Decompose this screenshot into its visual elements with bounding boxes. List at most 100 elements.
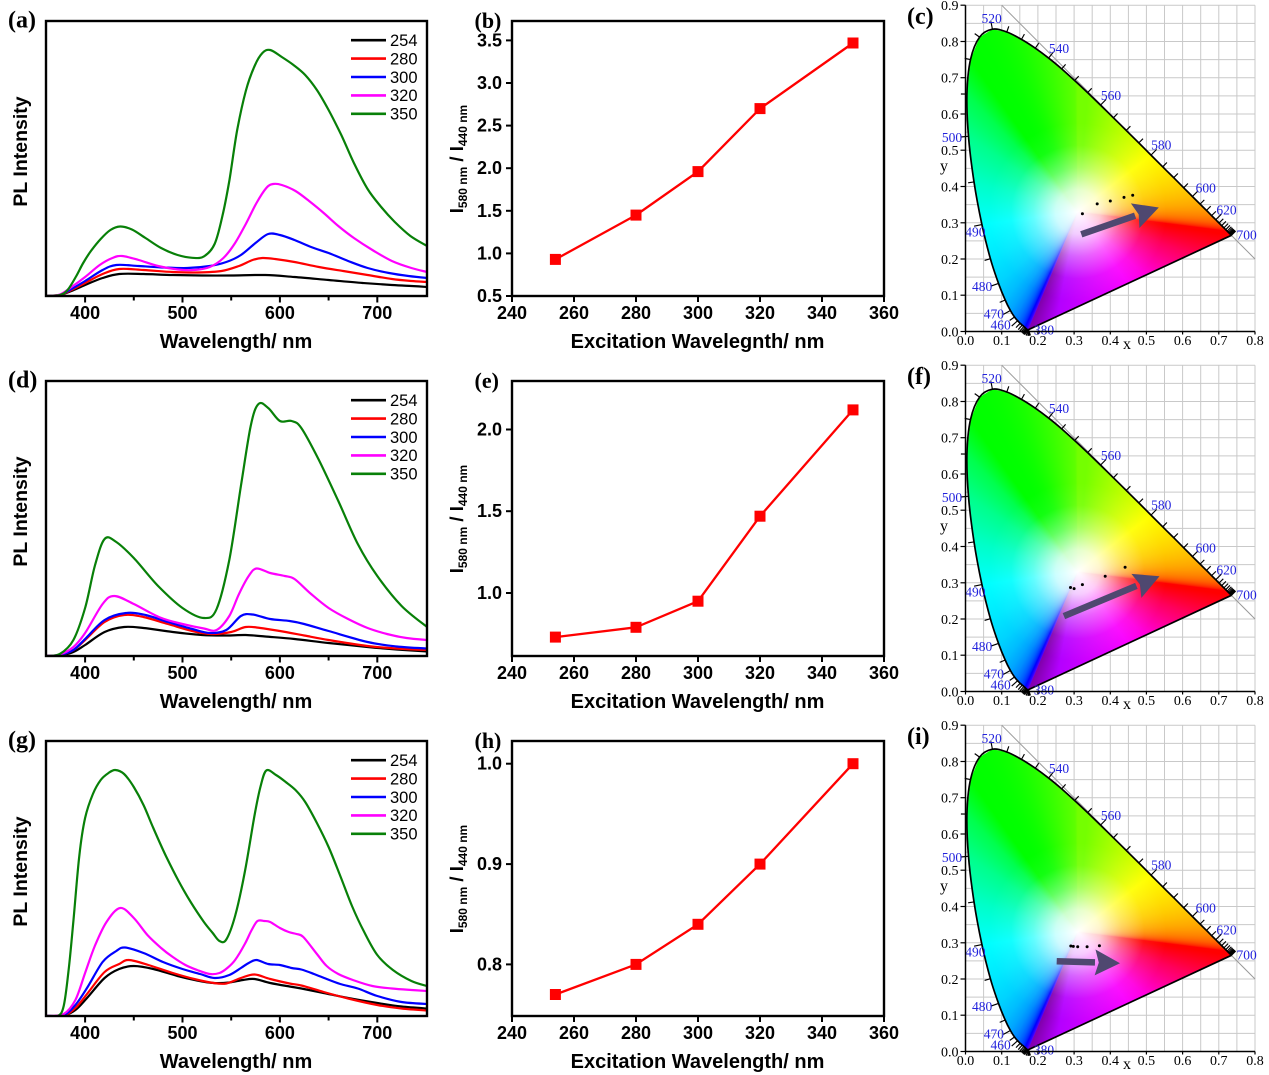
svg-text:500: 500	[167, 303, 197, 323]
svg-text:360: 360	[869, 303, 899, 323]
svg-text:700: 700	[1236, 947, 1257, 962]
svg-text:700: 700	[362, 663, 392, 683]
svg-text:600: 600	[265, 1023, 295, 1043]
svg-text:400: 400	[70, 663, 100, 683]
svg-text:600: 600	[1196, 181, 1217, 196]
svg-text:0.0: 0.0	[941, 326, 959, 341]
svg-text:470: 470	[984, 666, 1005, 681]
svg-text:500: 500	[942, 850, 963, 865]
svg-text:340: 340	[807, 1023, 837, 1043]
svg-text:(d): (d)	[8, 368, 37, 394]
svg-text:500: 500	[167, 1023, 197, 1043]
svg-text:320: 320	[390, 447, 418, 465]
svg-text:0.9: 0.9	[477, 854, 502, 874]
svg-text:0.0: 0.0	[941, 686, 959, 701]
svg-text:580: 580	[1151, 138, 1172, 153]
svg-text:y: y	[940, 878, 948, 895]
svg-text:x: x	[1123, 696, 1131, 713]
svg-text:0.0: 0.0	[941, 1046, 959, 1061]
svg-text:350: 350	[390, 826, 418, 844]
svg-text:240: 240	[497, 663, 527, 683]
svg-text:0.4: 0.4	[1102, 334, 1120, 349]
svg-text:1.5: 1.5	[477, 501, 502, 521]
svg-text:0.4: 0.4	[1102, 1054, 1120, 1069]
svg-text:0.7: 0.7	[1210, 1054, 1228, 1069]
svg-text:0.6: 0.6	[1174, 694, 1192, 709]
svg-text:0.8: 0.8	[1246, 334, 1264, 349]
svg-text:Excitation Wavelength/ nm: Excitation Wavelength/ nm	[571, 1051, 825, 1073]
svg-text:320: 320	[745, 303, 775, 323]
svg-text:y: y	[940, 518, 948, 535]
svg-text:560: 560	[1101, 808, 1122, 823]
svg-text:x: x	[1123, 336, 1131, 353]
svg-text:520: 520	[981, 371, 1002, 386]
svg-text:540: 540	[1049, 761, 1070, 776]
svg-text:0.0: 0.0	[957, 1054, 975, 1069]
svg-text:700: 700	[362, 1023, 392, 1043]
svg-text:0.8: 0.8	[941, 396, 959, 411]
svg-text:1.0: 1.0	[477, 243, 502, 263]
svg-text:540: 540	[1049, 401, 1070, 416]
svg-text:600: 600	[1196, 541, 1217, 556]
svg-text:300: 300	[390, 429, 418, 447]
svg-text:320: 320	[390, 87, 418, 105]
svg-text:400: 400	[70, 1023, 100, 1043]
svg-text:(b): (b)	[475, 8, 502, 33]
svg-text:380: 380	[1034, 323, 1055, 338]
svg-text:320: 320	[390, 807, 418, 825]
svg-text:0.0: 0.0	[957, 694, 975, 709]
svg-text:350: 350	[390, 106, 418, 124]
svg-text:0.5: 0.5	[941, 864, 959, 879]
svg-text:0.4: 0.4	[1102, 694, 1120, 709]
svg-text:320: 320	[745, 1023, 775, 1043]
svg-text:620: 620	[1216, 202, 1237, 217]
svg-text:0.8: 0.8	[477, 954, 502, 974]
svg-text:260: 260	[559, 663, 589, 683]
svg-text:520: 520	[981, 11, 1002, 26]
svg-text:340: 340	[807, 303, 837, 323]
svg-text:(c): (c)	[907, 4, 934, 30]
svg-text:0.5: 0.5	[1138, 694, 1156, 709]
svg-text:0.1: 0.1	[941, 289, 959, 304]
svg-text:I580 nm / I440 nm: I580 nm / I440 nm	[446, 105, 470, 213]
svg-text:(h): (h)	[475, 728, 502, 753]
svg-text:254: 254	[390, 392, 418, 410]
svg-text:I580 nm / I440 nm: I580 nm / I440 nm	[446, 825, 470, 933]
svg-text:(g): (g)	[8, 728, 36, 754]
svg-text:460: 460	[990, 1038, 1011, 1053]
svg-text:0.8: 0.8	[1246, 694, 1264, 709]
svg-text:0.9: 0.9	[941, 0, 959, 14]
svg-text:0.8: 0.8	[941, 36, 959, 51]
svg-text:540: 540	[1049, 41, 1070, 56]
svg-text:0.6: 0.6	[941, 108, 959, 123]
svg-text:0.7: 0.7	[941, 72, 959, 87]
svg-text:0.1: 0.1	[941, 649, 959, 664]
svg-text:490: 490	[965, 944, 986, 959]
svg-text:300: 300	[390, 69, 418, 87]
svg-text:Excitation Wavelegnth/ nm: Excitation Wavelegnth/ nm	[571, 331, 825, 353]
svg-text:(a): (a)	[8, 8, 36, 34]
svg-text:0.2: 0.2	[941, 973, 959, 988]
svg-text:560: 560	[1101, 88, 1122, 103]
svg-text:280: 280	[390, 410, 418, 428]
svg-text:300: 300	[390, 789, 418, 807]
svg-text:260: 260	[559, 303, 589, 323]
svg-text:0.9: 0.9	[941, 720, 959, 734]
svg-text:480: 480	[972, 999, 993, 1014]
svg-text:260: 260	[559, 1023, 589, 1043]
svg-text:Wavelength/ nm: Wavelength/ nm	[160, 691, 313, 713]
svg-text:470: 470	[984, 1026, 1005, 1041]
svg-text:280: 280	[390, 770, 418, 788]
svg-text:700: 700	[362, 303, 392, 323]
svg-text:3.0: 3.0	[477, 73, 502, 93]
svg-text:360: 360	[869, 663, 899, 683]
svg-text:y: y	[940, 158, 948, 175]
svg-text:490: 490	[965, 584, 986, 599]
svg-text:0.1: 0.1	[993, 334, 1011, 349]
svg-text:0.2: 0.2	[1029, 334, 1047, 349]
svg-text:0.7: 0.7	[941, 792, 959, 807]
svg-text:Wavelength/ nm: Wavelength/ nm	[160, 331, 313, 353]
svg-text:400: 400	[70, 303, 100, 323]
svg-text:500: 500	[942, 490, 963, 505]
svg-text:254: 254	[390, 32, 418, 50]
